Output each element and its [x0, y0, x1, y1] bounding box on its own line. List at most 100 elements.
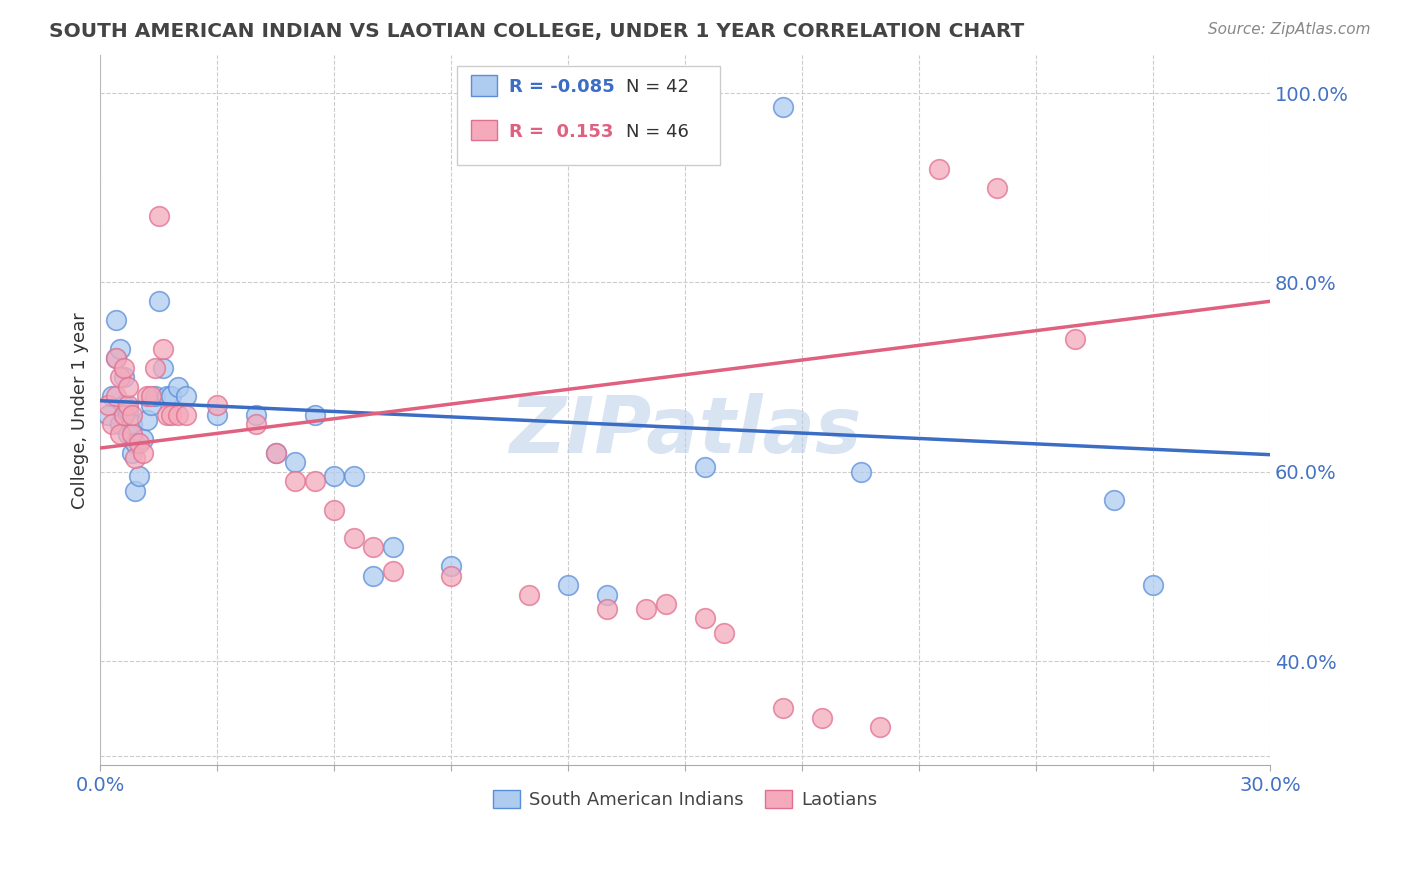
Point	[284, 474, 307, 488]
Point	[112, 399, 135, 413]
Point	[381, 541, 404, 555]
Text: N = 46: N = 46	[626, 123, 689, 141]
Point	[323, 502, 346, 516]
Point	[167, 408, 190, 422]
Point	[810, 711, 832, 725]
Point	[381, 564, 404, 578]
Text: ZIPatlas: ZIPatlas	[509, 393, 862, 469]
Point	[97, 399, 120, 413]
Text: N = 42: N = 42	[626, 78, 689, 96]
Point	[139, 399, 162, 413]
Point	[148, 294, 170, 309]
Point	[207, 408, 229, 422]
Point	[264, 446, 287, 460]
Point	[108, 370, 131, 384]
Point	[986, 180, 1008, 194]
Point	[152, 360, 174, 375]
Point	[97, 408, 120, 422]
Point	[117, 403, 139, 417]
Point	[343, 469, 366, 483]
Point	[121, 417, 143, 432]
Point	[156, 408, 179, 422]
Point	[596, 602, 619, 616]
Point	[156, 389, 179, 403]
Point	[174, 389, 197, 403]
Text: R =  0.153: R = 0.153	[509, 123, 613, 141]
Point	[112, 370, 135, 384]
FancyBboxPatch shape	[471, 120, 496, 140]
Point	[207, 399, 229, 413]
Point	[104, 313, 127, 327]
Point	[693, 460, 716, 475]
Point	[361, 541, 384, 555]
Point	[132, 432, 155, 446]
Point	[245, 417, 267, 432]
Point	[121, 408, 143, 422]
Point	[104, 351, 127, 365]
Point	[159, 408, 181, 422]
Legend: South American Indians, Laotians: South American Indians, Laotians	[485, 783, 884, 816]
Y-axis label: College, Under 1 year: College, Under 1 year	[72, 312, 89, 508]
Point	[152, 342, 174, 356]
Point	[849, 465, 872, 479]
Point	[104, 351, 127, 365]
Point	[101, 417, 124, 432]
Point	[121, 426, 143, 441]
Point	[343, 531, 366, 545]
Point	[121, 446, 143, 460]
Point	[167, 379, 190, 393]
Point	[323, 469, 346, 483]
Point	[117, 426, 139, 441]
Point	[440, 569, 463, 583]
Point	[159, 389, 181, 403]
Point	[361, 569, 384, 583]
Text: SOUTH AMERICAN INDIAN VS LAOTIAN COLLEGE, UNDER 1 YEAR CORRELATION CHART: SOUTH AMERICAN INDIAN VS LAOTIAN COLLEGE…	[49, 22, 1025, 41]
Point	[112, 408, 135, 422]
Point	[124, 450, 146, 465]
Point	[117, 399, 139, 413]
Point	[557, 578, 579, 592]
Point	[636, 602, 658, 616]
Point	[108, 342, 131, 356]
Point	[112, 360, 135, 375]
Point	[128, 469, 150, 483]
Text: R = -0.085: R = -0.085	[509, 78, 614, 96]
Point	[713, 625, 735, 640]
Point	[245, 408, 267, 422]
Point	[117, 379, 139, 393]
Point	[517, 588, 540, 602]
Point	[124, 483, 146, 498]
FancyBboxPatch shape	[457, 66, 720, 165]
Point	[108, 426, 131, 441]
Point	[596, 588, 619, 602]
Point	[136, 412, 159, 426]
Point	[1064, 332, 1087, 346]
Point	[143, 360, 166, 375]
Point	[143, 389, 166, 403]
Point	[654, 597, 676, 611]
Point	[148, 209, 170, 223]
Point	[124, 436, 146, 450]
Point	[101, 389, 124, 403]
Text: Source: ZipAtlas.com: Source: ZipAtlas.com	[1208, 22, 1371, 37]
Point	[1102, 493, 1125, 508]
Point	[108, 417, 131, 432]
Point	[132, 446, 155, 460]
Point	[693, 611, 716, 625]
Point	[869, 720, 891, 734]
Point	[304, 408, 326, 422]
Point	[104, 389, 127, 403]
Point	[264, 446, 287, 460]
Point	[772, 701, 794, 715]
Point	[440, 559, 463, 574]
Point	[136, 389, 159, 403]
Point	[928, 161, 950, 176]
FancyBboxPatch shape	[471, 75, 496, 95]
Point	[139, 389, 162, 403]
Point	[284, 455, 307, 469]
Point	[1142, 578, 1164, 592]
Point	[304, 474, 326, 488]
Point	[772, 100, 794, 114]
Point	[174, 408, 197, 422]
Point	[128, 436, 150, 450]
